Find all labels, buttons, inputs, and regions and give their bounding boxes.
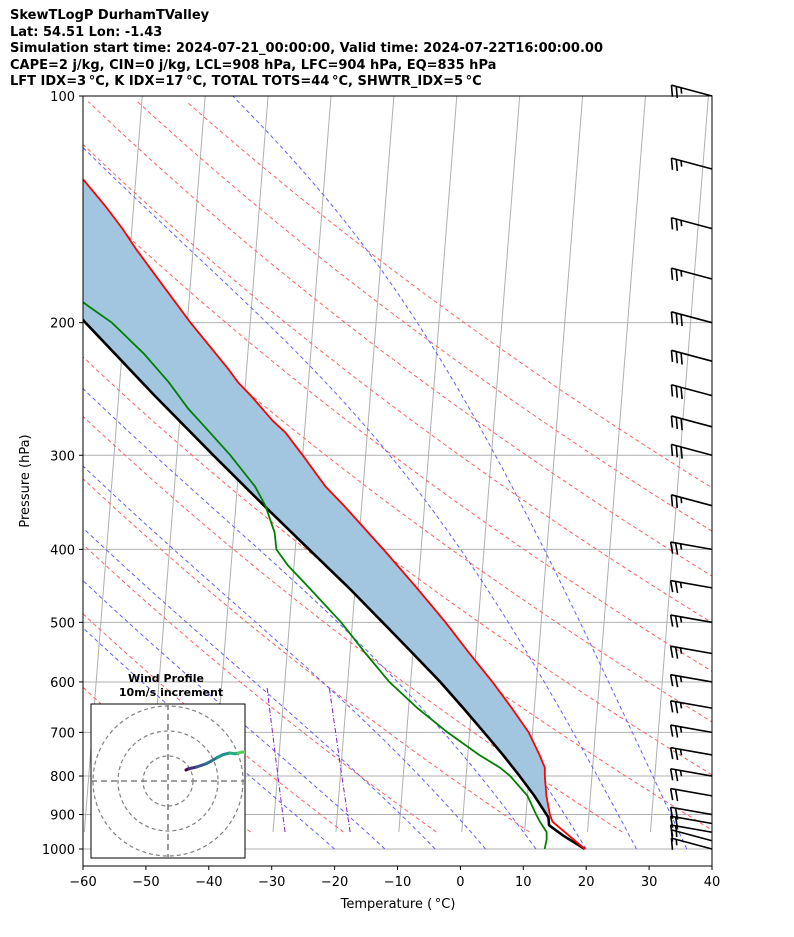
y-tick-label: 500	[50, 616, 75, 631]
dry-adiabat	[83, 356, 712, 831]
dry-adiabat	[186, 101, 712, 489]
dewpoint-line	[83, 301, 548, 850]
wind-barb	[670, 267, 713, 282]
isotherm-line	[587, 96, 646, 833]
wind-barb	[669, 746, 713, 761]
isotherm-line	[776, 96, 794, 832]
cape-line: CAPE=2 j/kg, CIN=0 j/kg, LCL=908 hPa, LF…	[10, 57, 497, 73]
y-tick-label: 1000	[42, 843, 75, 858]
wind-barb	[669, 579, 713, 594]
y-tick-label: 400	[50, 543, 75, 558]
isotherm-line	[398, 96, 458, 833]
location-line: Lat: 54.51 Lon: -1.43	[10, 24, 163, 40]
wind-barb	[669, 541, 713, 555]
wind-barb	[669, 645, 713, 659]
wind-barb	[669, 724, 713, 738]
hodograph-ring	[117, 730, 219, 832]
temperature-line	[83, 177, 586, 850]
x-tick-label: 10	[515, 875, 532, 890]
profiles	[83, 177, 586, 851]
isotherm-line	[0, 96, 17, 832]
hodograph-segment	[240, 750, 245, 754]
chart-title: SkewTLogP DurhamTValley	[10, 8, 210, 23]
isotherm-line	[524, 96, 584, 833]
wind-barb	[669, 806, 713, 820]
chart-header: SkewTLogP DurhamTValley Lat: 54.51 Lon: …	[10, 8, 603, 91]
x-axis-label: Temperature ( °C)	[340, 897, 456, 912]
x-tick-label: 30	[641, 875, 658, 890]
wind-barb	[669, 787, 713, 802]
wind-barb	[669, 767, 713, 782]
mixing-ratio-line	[328, 686, 351, 833]
wind-barb	[669, 614, 713, 628]
dry-adiabat	[83, 415, 623, 833]
x-tick-label: −20	[321, 875, 348, 890]
y-tick-label: 100	[50, 90, 75, 105]
hodograph-inset: Wind Profile 10m/s increment	[90, 672, 246, 859]
wind-barb	[670, 349, 713, 365]
dry-adiabat	[83, 245, 712, 723]
indices-line: LFT IDX=3 °C, K IDX=17 °C, TOTAL TOTS=44…	[10, 74, 482, 89]
wind-barb	[669, 673, 713, 688]
y-axis-label: Pressure (hPa)	[18, 434, 33, 527]
dry-adiabat	[87, 101, 712, 577]
moist-adiabat	[83, 627, 335, 850]
moist-adiabat	[232, 96, 688, 850]
time-line: Simulation start time: 2024-07-21_00:00:…	[10, 41, 603, 56]
x-axis: −60 −50 −40 −30 −20 −10 0 10 20 30 40	[69, 866, 720, 890]
wind-barb	[670, 443, 713, 459]
wind-barb	[669, 700, 713, 714]
wind-barb	[670, 494, 713, 508]
moist-adiabat	[83, 465, 486, 850]
y-tick-label: 600	[50, 676, 75, 691]
cape-area	[83, 179, 553, 822]
wind-barb	[670, 216, 713, 231]
cape-fill	[83, 179, 553, 822]
y-axis: 1000 900 800 700 600 500 400 300 200 100	[42, 90, 83, 858]
x-tick-label: −40	[195, 875, 222, 890]
x-tick-label: −10	[384, 875, 411, 890]
isotherm-line	[335, 96, 395, 833]
x-tick-label: −60	[69, 875, 96, 890]
y-tick-label: 200	[50, 317, 75, 332]
x-tick-label: 20	[578, 875, 595, 890]
dry-adiabat	[83, 299, 712, 776]
y-tick-label: 700	[50, 726, 75, 741]
y-tick-label: 800	[50, 770, 75, 785]
mixing-ratio-line	[266, 686, 286, 833]
wind-barb	[670, 157, 713, 172]
hodograph-subtitle: 10m/s increment	[119, 686, 223, 699]
wind-barb	[670, 384, 713, 400]
x-tick-label: 40	[704, 875, 721, 890]
x-tick-label: −30	[258, 875, 285, 890]
y-tick-label: 300	[50, 449, 75, 464]
hodograph-plot	[91, 704, 245, 858]
x-tick-label: −50	[132, 875, 159, 890]
isotherm-line	[713, 96, 771, 832]
hodograph-title: Wind Profile	[128, 672, 204, 685]
isotherm-line	[649, 96, 709, 833]
dry-adiabat	[137, 101, 712, 532]
wind-barb	[670, 415, 713, 431]
x-tick-label: 0	[456, 875, 464, 890]
moist-adiabat	[83, 580, 386, 850]
y-tick-label: 900	[50, 809, 75, 824]
wind-barbs	[669, 84, 713, 850]
parcel-profile-line	[83, 317, 586, 851]
moist-adiabat	[83, 387, 537, 850]
wind-barb	[670, 311, 713, 327]
moist-adiabat	[83, 527, 436, 850]
